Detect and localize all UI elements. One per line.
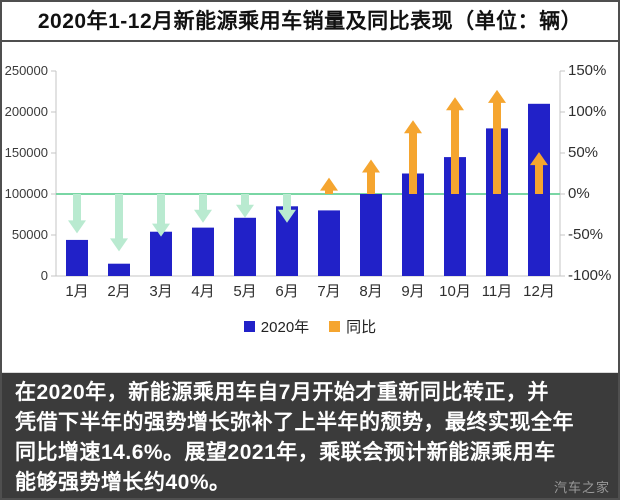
- chart-title: 2020年1-12月新能源乘用车销量及同比表现（单位：辆）: [2, 2, 618, 42]
- y-axis-label: 150000: [4, 145, 48, 160]
- y2-axis-label: 150%: [568, 62, 607, 79]
- yoy-up-arrow-7月: [320, 177, 338, 194]
- bar-7月: [318, 210, 340, 276]
- x-axis-label-10月: 10月: [439, 283, 471, 300]
- yoy-down-arrow-5月: [236, 194, 254, 218]
- legend-swatch-yoy: [329, 321, 341, 332]
- yoy-down-arrow-2月: [110, 194, 128, 252]
- yoy-down-arrow-1月: [68, 194, 86, 234]
- summary-line: 同比增速14.6%。展望2021年，乘联会预计新能源乘用车: [15, 441, 556, 464]
- bar-8月: [360, 194, 382, 276]
- bar-10月: [444, 157, 466, 276]
- yoy-down-arrow-3月: [152, 194, 170, 237]
- summary-line: 能够强势增长约40%。: [15, 471, 231, 494]
- legend: 2020年 同比: [2, 316, 618, 337]
- y-axis-label: 100000: [4, 186, 48, 201]
- x-axis-label-7月: 7月: [317, 283, 341, 300]
- y2-axis-label: 0%: [568, 185, 590, 202]
- y-axis-label: 50000: [11, 227, 48, 242]
- legend-label-sales: 2020年: [260, 319, 310, 336]
- legend-item-yoy: 同比: [329, 316, 376, 337]
- x-axis-label-6月: 6月: [275, 283, 299, 300]
- x-axis-label-3月: 3月: [149, 283, 173, 300]
- y-axis-label: 250000: [4, 63, 48, 78]
- chart-canvas: [51, 70, 565, 277]
- yoy-up-arrow-9月: [404, 120, 422, 194]
- y2-axis-label: -50%: [568, 226, 604, 243]
- watermark: 汽车之家: [553, 480, 610, 495]
- summary-line: 在2020年，新能源乘用车自7月开始才重新同比转正，并: [15, 381, 549, 404]
- bar-9月: [402, 173, 424, 276]
- x-axis-label-4月: 4月: [191, 283, 215, 300]
- summary-line: 凭借下半年的强势增长弥补了上半年的颓势，最终实现全年: [15, 411, 574, 434]
- bar-6月: [276, 206, 298, 276]
- yoy-up-arrow-10月: [446, 97, 464, 194]
- y-axis-label: 200000: [4, 104, 48, 119]
- x-axis-label-2月: 2月: [107, 283, 131, 300]
- summary-text: 在2020年，新能源乘用车自7月开始才重新同比转正，并凭借下半年的强势增长弥补了…: [15, 378, 605, 498]
- y2-axis-label: 50%: [568, 144, 599, 161]
- x-axis-label-8月: 8月: [359, 283, 383, 300]
- bar-1月: [66, 239, 88, 276]
- bar-4月: [192, 227, 214, 276]
- yoy-down-arrow-4月: [194, 194, 212, 223]
- yoy-up-arrow-12月: [530, 152, 548, 194]
- bar-11月: [486, 128, 508, 276]
- x-axis-label-9月: 9月: [401, 283, 425, 300]
- x-axis-label-5月: 5月: [233, 283, 257, 300]
- y2-axis-label: 100%: [568, 103, 607, 120]
- yoy-down-arrow-6月: [278, 194, 296, 223]
- summary-panel: 在2020年，新能源乘用车自7月开始才重新同比转正，并凭借下半年的强势增长弥补了…: [2, 372, 618, 498]
- x-axis-label-11月: 11月: [481, 283, 513, 300]
- chart-area: 0 50000 100000 150000 200000 250000 -100% -50% 0…: [2, 42, 618, 372]
- x-axis-label-1月: 1月: [65, 283, 89, 300]
- y2-axis-label: -100%: [568, 267, 612, 284]
- yoy-up-arrow-8月: [362, 159, 380, 194]
- bar-3月: [150, 231, 172, 276]
- y-axis-label: 0: [40, 268, 48, 283]
- bar-5月: [234, 217, 256, 276]
- yoy-up-arrow-11月: [488, 89, 506, 194]
- legend-swatch-sales: [243, 321, 255, 332]
- bar-2月: [108, 263, 130, 276]
- legend-label-yoy: 同比: [346, 319, 377, 336]
- x-axis-label-12月: 12月: [523, 283, 555, 300]
- legend-item-sales: 2020年: [243, 316, 310, 337]
